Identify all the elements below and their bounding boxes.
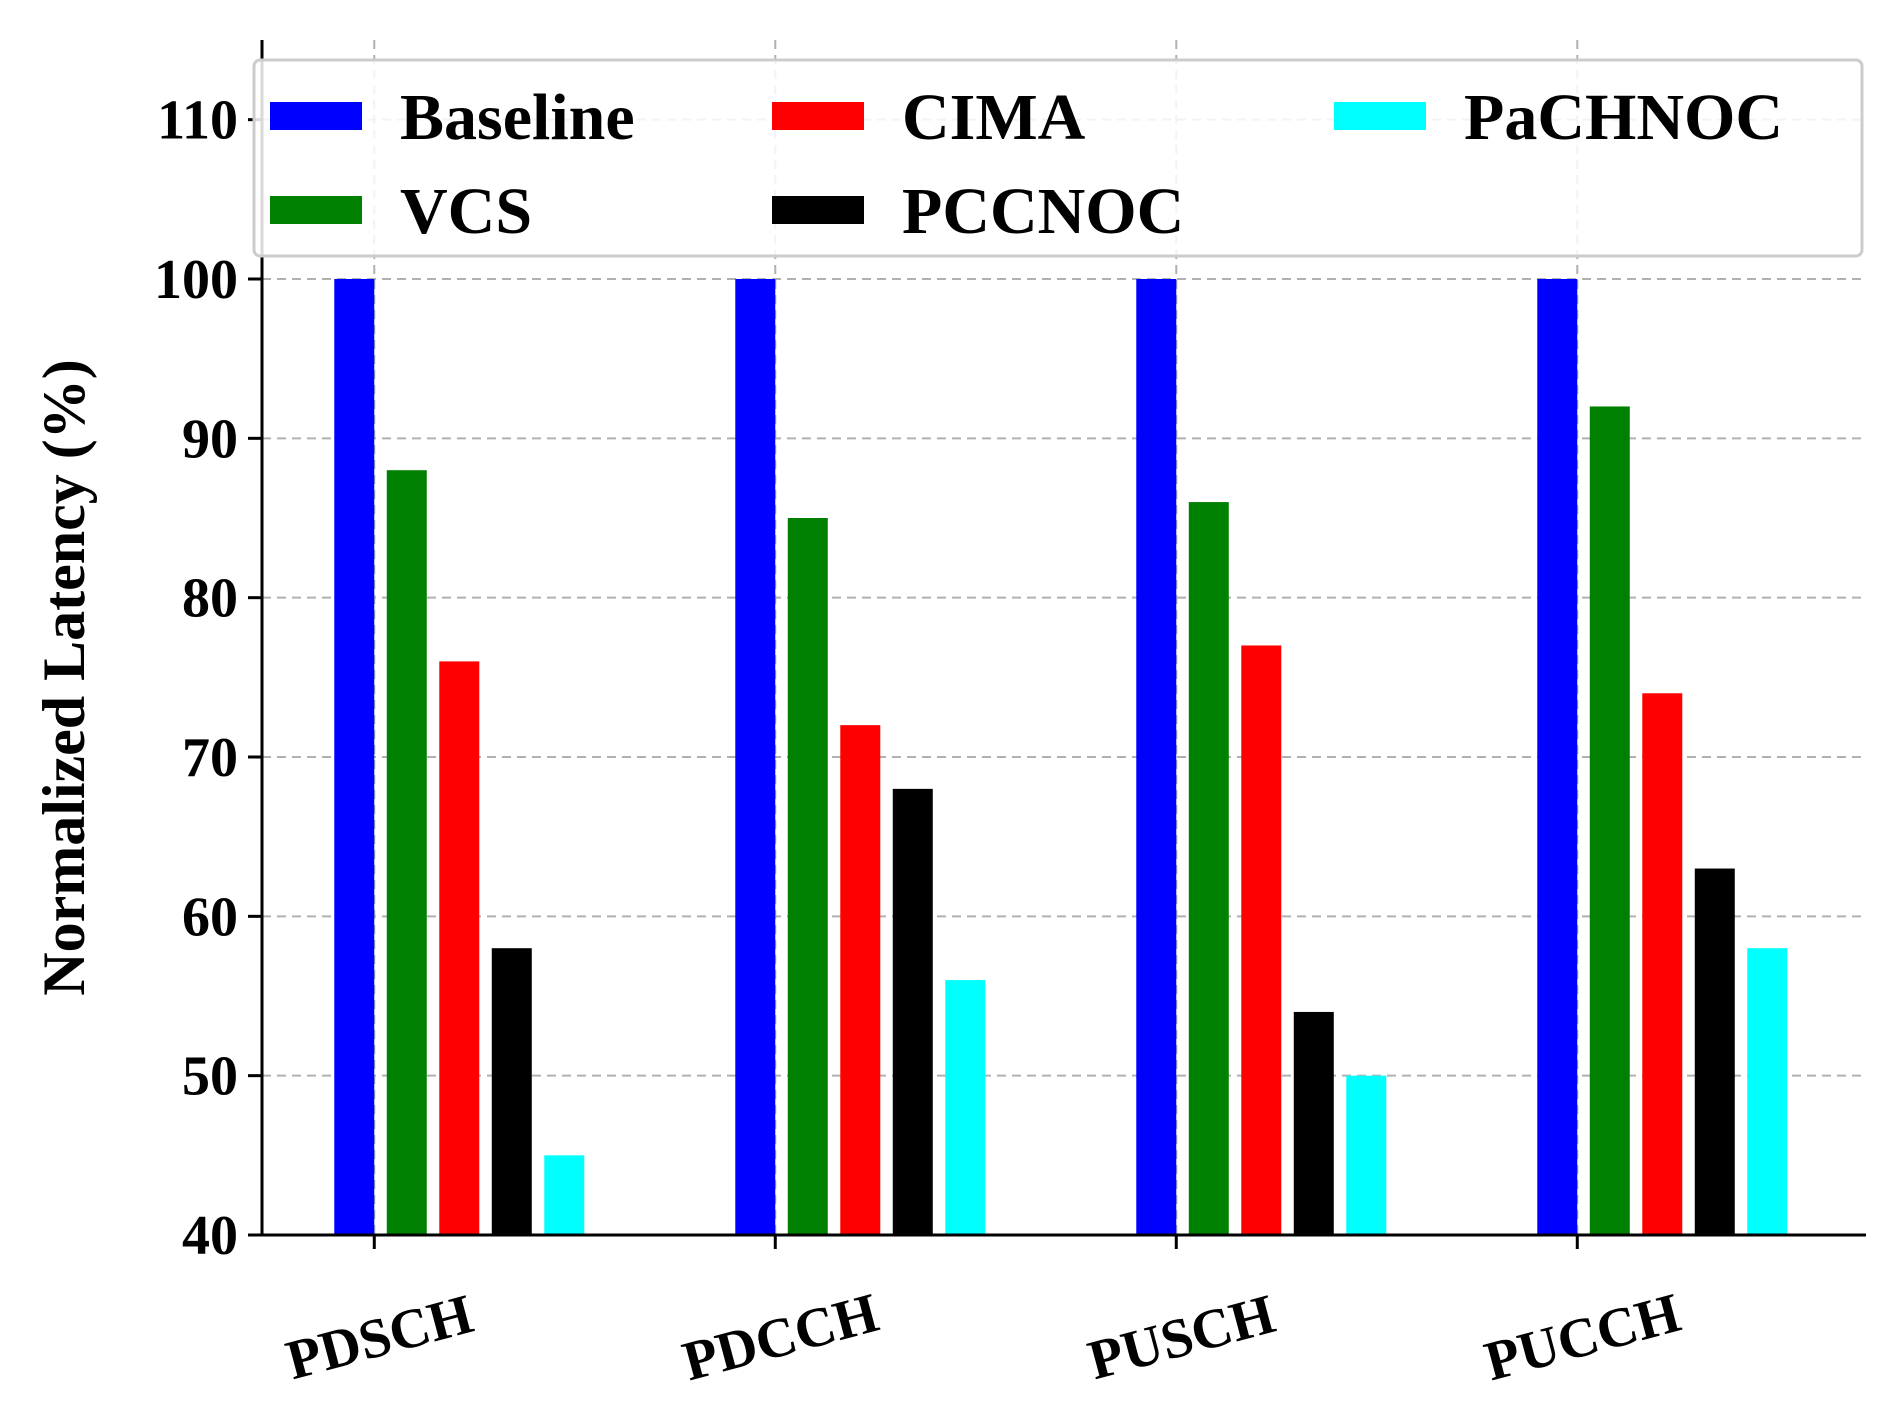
bar-pucch-vcs — [1589, 406, 1630, 1235]
y-tick-label: 60 — [182, 886, 238, 948]
y-tick-label: 110 — [157, 90, 238, 152]
y-tick-label: 80 — [182, 568, 238, 630]
bar-pucch-pccnoc — [1694, 868, 1735, 1235]
y-tick-label: 50 — [182, 1046, 238, 1108]
y-tick-label: 70 — [182, 727, 238, 789]
x-tick-label-pdcch: PDCCH — [676, 1282, 884, 1393]
bar-pdcch-pachnoc — [945, 980, 986, 1235]
bar-pdsch-baseline — [334, 279, 375, 1235]
bar-pdsch-vcs — [386, 470, 427, 1235]
y-ticks: 40 50 60 70 80 90 100 110 — [154, 90, 262, 1267]
legend-swatch-cima — [772, 102, 864, 130]
bar-pusch-cima — [1241, 645, 1282, 1235]
legend-swatch-vcs — [270, 196, 362, 224]
bar-pusch-baseline — [1136, 279, 1177, 1235]
x-tick-label-pucch: PUCCH — [1478, 1282, 1686, 1393]
bar-pdsch-pccnoc — [491, 948, 532, 1235]
legend-label-baseline: Baseline — [400, 81, 635, 154]
legend-swatch-baseline — [270, 102, 362, 130]
bar-pucch-baseline — [1537, 279, 1578, 1235]
bars — [334, 279, 1788, 1236]
legend-swatch-pccnoc — [772, 196, 864, 224]
bar-pucch-pachnoc — [1747, 948, 1788, 1235]
bar-pusch-vcs — [1188, 502, 1229, 1236]
legend-label-pccnoc: PCCNOC — [902, 175, 1184, 248]
legend-label-pachnoc: PaCHNOC — [1464, 81, 1783, 154]
bar-pdcch-baseline — [735, 279, 776, 1235]
y-tick-label: 40 — [182, 1205, 238, 1267]
legend-box — [252, 58, 1864, 258]
bar-pdcch-vcs — [787, 518, 828, 1235]
bar-pusch-pccnoc — [1293, 1011, 1334, 1235]
legend-label-vcs: VCS — [400, 175, 532, 248]
y-tick-label: 90 — [182, 408, 238, 470]
legend-swatch-pachnoc — [1334, 102, 1426, 130]
bar-pdsch-pachnoc — [544, 1155, 585, 1235]
bar-pdcch-cima — [840, 725, 881, 1235]
y-tick-label: 100 — [154, 249, 238, 311]
x-tick-label-pusch: PUSCH — [1082, 1283, 1281, 1392]
y-axis-label: Normalized Latency (%) — [31, 359, 97, 996]
bar-pucch-cima — [1642, 693, 1683, 1235]
legend-label-cima: CIMA — [902, 81, 1086, 154]
x-ticks: PDSCH PDCCH PUSCH PUCCH — [280, 1235, 1687, 1393]
x-tick-label-pdsch: PDSCH — [280, 1283, 479, 1392]
bar-pdcch-pccnoc — [892, 788, 933, 1235]
legend: Baseline VCS CIMA PCCNOC PaCHNOC — [252, 58, 1864, 258]
bar-pusch-pachnoc — [1346, 1075, 1387, 1235]
bar-pdsch-cima — [439, 661, 480, 1235]
